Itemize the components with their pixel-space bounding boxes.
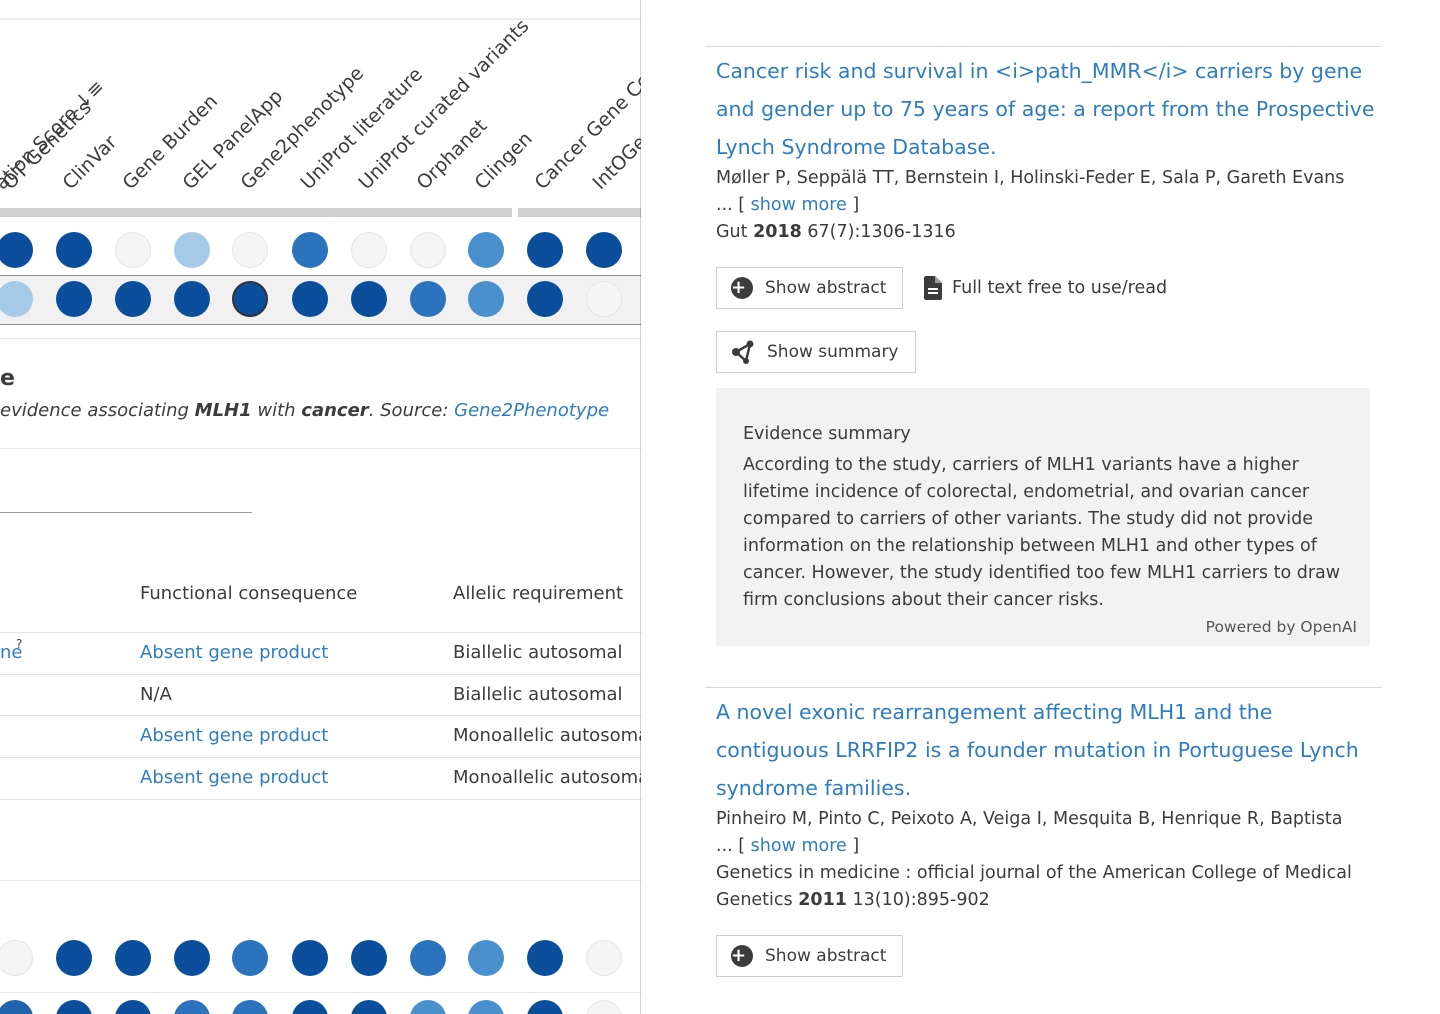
search-underline[interactable] — [0, 512, 252, 513]
publication-authors: Pinheiro M, Pinto C, Peixoto A, Veiga I,… — [716, 806, 1376, 914]
publication-divider — [705, 687, 1382, 688]
evidence-score-dot[interactable] — [586, 1000, 622, 1014]
publication-authors: Møller P, Seppälä TT, Bernstein I, Holin… — [716, 165, 1376, 246]
allelic-requirement-cell: Biallelic autosomal — [453, 642, 623, 663]
document-icon — [924, 276, 942, 300]
divider — [0, 992, 641, 993]
show-more-link[interactable]: show more — [750, 836, 847, 856]
evidence-score-dot[interactable] — [174, 1000, 210, 1014]
evidence-score-dot[interactable] — [292, 232, 328, 268]
divider — [0, 448, 641, 449]
evidence-score-dot[interactable] — [174, 940, 210, 976]
show-summary-button[interactable]: Show summary — [716, 331, 916, 373]
table-row: ne? Absent gene product Biallelic autosoma… — [0, 632, 641, 674]
evidence-score-dot[interactable] — [410, 1000, 446, 1014]
evidence-score-dot[interactable] — [468, 232, 504, 268]
evidence-score-dot[interactable] — [232, 281, 268, 317]
divider — [0, 880, 641, 881]
column-label[interactable]: Cancer Gene Ce — [530, 69, 641, 194]
show-more-link[interactable]: show more — [750, 195, 847, 215]
evidence-score-dot[interactable] — [468, 281, 504, 317]
source-link[interactable]: Gene2Phenotype — [454, 400, 610, 421]
evidence-score-dot[interactable] — [0, 1000, 33, 1014]
allelic-requirement-cell: Monoallelic autosomal — [453, 725, 641, 746]
evidence-score-dot[interactable] — [174, 232, 210, 268]
header-divider — [0, 18, 641, 20]
evidence-score-dot[interactable] — [586, 940, 622, 976]
table-cell-link[interactable]: ne — [0, 642, 23, 663]
powered-by-label: Powered by OpenAI — [1205, 618, 1357, 636]
evidence-score-dot[interactable] — [232, 232, 268, 268]
evidence-score-dot[interactable] — [351, 232, 387, 268]
table-header-consequence[interactable]: Functional consequence — [140, 583, 358, 604]
evidence-score-dot[interactable] — [115, 232, 151, 268]
evidence-summary-text: According to the study, carriers of MLH1… — [743, 455, 1341, 610]
evidence-score-dot[interactable] — [586, 232, 622, 268]
share-nodes-icon — [731, 340, 755, 364]
publication-citation: Genetics in medicine : official journal … — [716, 863, 1352, 910]
allelic-requirement-cell: Monoallelic autosomal — [453, 766, 641, 788]
evidence-score-dot[interactable] — [56, 281, 92, 317]
evidence-score-dot[interactable] — [586, 281, 622, 317]
evidence-score-dot[interactable] — [351, 1000, 387, 1014]
evidence-score-dot[interactable] — [232, 940, 268, 976]
section-description: evidence associating MLH1 with cancer. S… — [0, 400, 610, 421]
plus-circle-icon: + — [731, 277, 753, 299]
evidence-score-dot[interactable] — [56, 232, 92, 268]
publications-drawer: Cancer risk and survival in <i>path_MMR<… — [641, 0, 1440, 1014]
column-label[interactable]: ClinVar — [58, 131, 122, 194]
publication-divider — [705, 46, 1382, 47]
evidence-score-dot[interactable] — [0, 232, 33, 268]
evidence-summary-heading: Evidence summary — [743, 424, 911, 444]
column-group-bar — [0, 208, 512, 217]
evidence-score-dot[interactable] — [468, 1000, 504, 1014]
publication-title-link[interactable]: Cancer risk and survival in <i>path_MMR<… — [716, 59, 1375, 159]
evidence-score-dot[interactable] — [468, 940, 504, 976]
evidence-score-dot[interactable] — [0, 281, 33, 317]
evidence-score-dot[interactable] — [351, 281, 387, 317]
evidence-score-dot[interactable] — [527, 232, 563, 268]
evidence-score-dot[interactable] — [56, 1000, 92, 1014]
evidence-score-dot[interactable] — [410, 940, 446, 976]
evidence-score-dot[interactable] — [527, 940, 563, 976]
functional-consequence-cell[interactable]: Absent gene product — [140, 766, 329, 788]
divider — [0, 338, 641, 339]
section-title: e — [0, 366, 15, 391]
column-group-bar — [518, 208, 641, 217]
evidence-score-dot[interactable] — [115, 281, 151, 317]
evidence-score-dot[interactable] — [527, 281, 563, 317]
functional-consequence-cell[interactable]: Absent gene product — [140, 642, 329, 663]
evidence-score-dot[interactable] — [292, 1000, 328, 1014]
full-text-link[interactable]: Full text free to use/read — [924, 276, 1167, 300]
show-abstract-button[interactable]: + Show abstract — [716, 267, 904, 309]
evidence-score-dot[interactable] — [56, 940, 92, 976]
evidence-score-dot[interactable] — [527, 1000, 563, 1014]
help-superscript[interactable]: ? — [16, 637, 23, 651]
evidence-score-dot[interactable] — [174, 281, 210, 317]
publication-citation: Gut 2018 67(7):1306-1316 — [716, 222, 956, 242]
evidence-summary-panel: Evidence summary According to the study,… — [716, 388, 1370, 646]
functional-consequence-cell[interactable]: Absent gene product — [140, 725, 329, 746]
evidence-score-dot[interactable] — [410, 232, 446, 268]
evidence-score-dot[interactable] — [0, 940, 33, 976]
background-page: ation Score ↓≡ OT Genetics ClinVar Gene Bur… — [0, 0, 641, 1014]
table-row: Absent gene product Monoallelic autosomal — [0, 715, 641, 757]
evidence-score-dot[interactable] — [410, 281, 446, 317]
evidence-score-dot[interactable] — [232, 1000, 268, 1014]
plus-circle-icon: + — [731, 945, 753, 967]
evidence-score-dot[interactable] — [292, 940, 328, 976]
evidence-score-dot[interactable] — [292, 281, 328, 317]
allelic-requirement-cell: Biallelic autosomal — [453, 683, 623, 705]
table-row: N/A Biallelic autosomal — [0, 673, 641, 716]
show-abstract-button[interactable]: + Show abstract — [716, 935, 904, 977]
evidence-score-dot[interactable] — [351, 940, 387, 976]
evidence-score-dot[interactable] — [115, 940, 151, 976]
table-header-allelic[interactable]: Allelic requirement — [453, 583, 624, 604]
table-row: Absent gene product Monoallelic autosomal — [0, 756, 641, 800]
evidence-score-dot[interactable] — [115, 1000, 151, 1014]
publication-title-link[interactable]: A novel exonic rearrangement affecting M… — [716, 700, 1359, 800]
functional-consequence-cell: N/A — [140, 683, 172, 705]
